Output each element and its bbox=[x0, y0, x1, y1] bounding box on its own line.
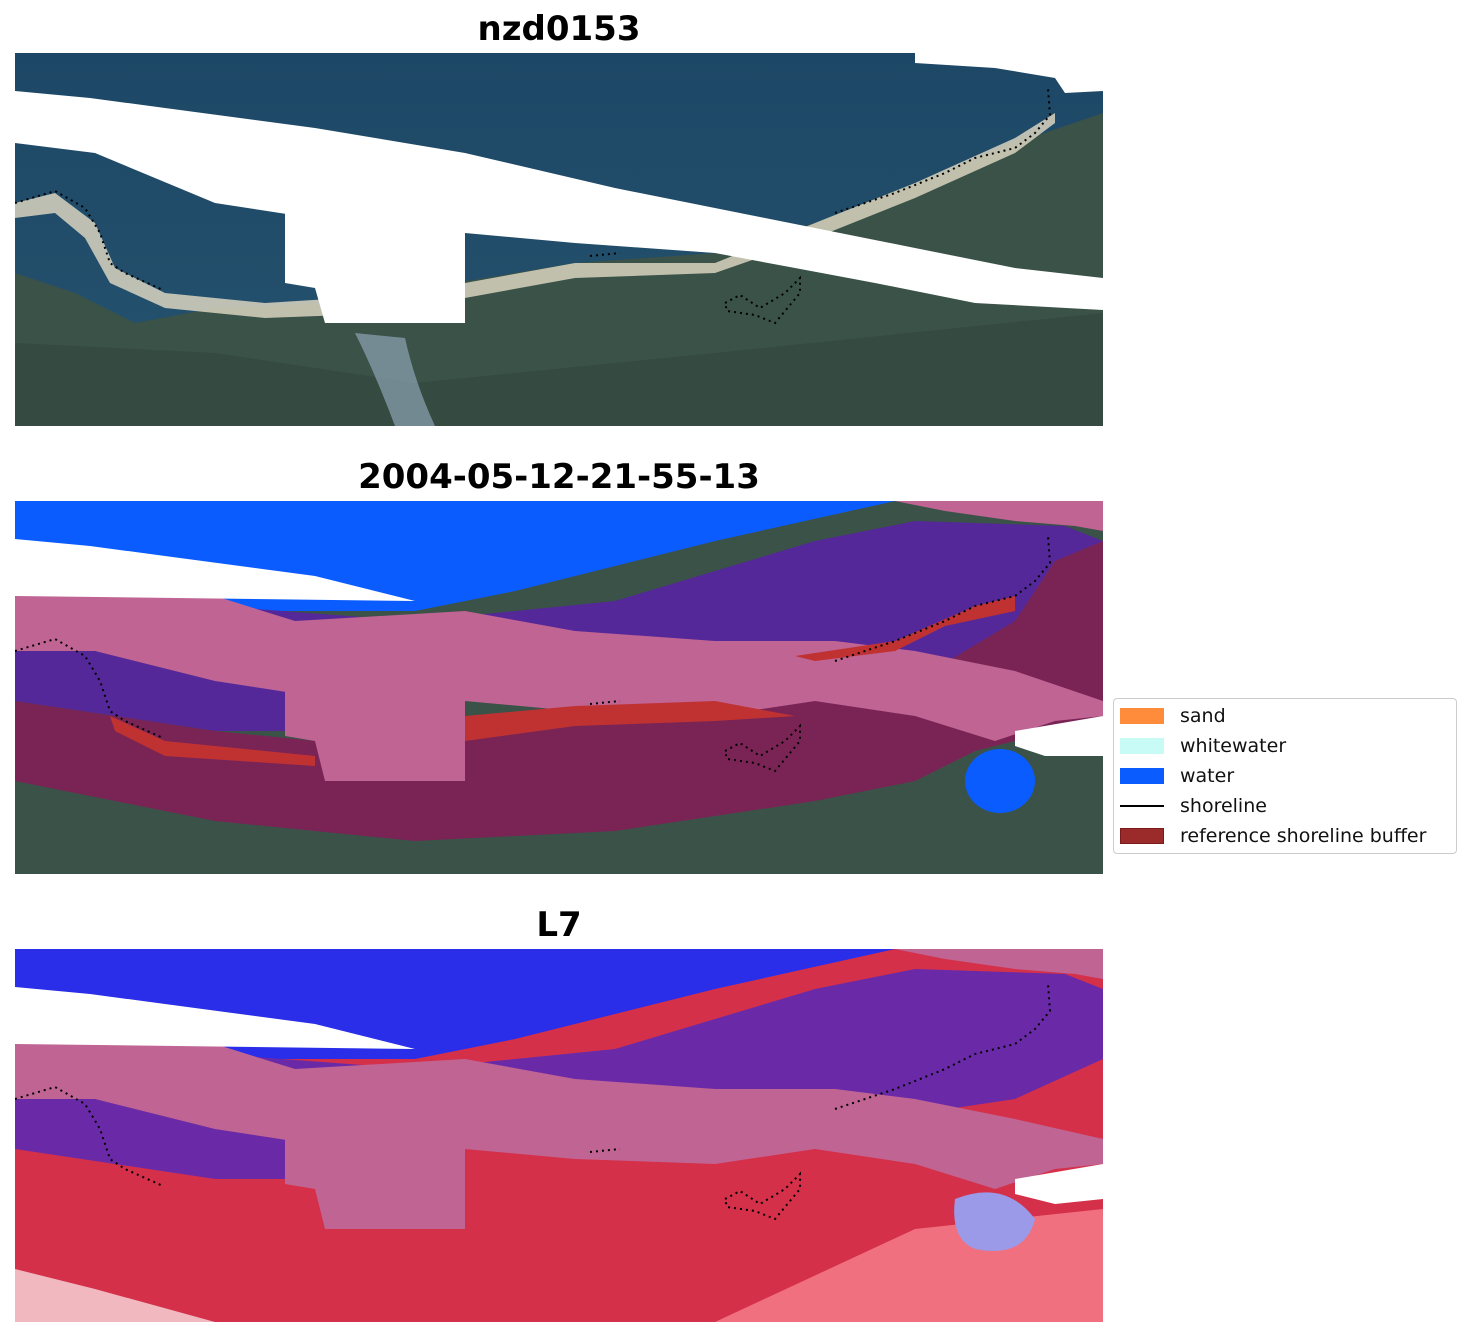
rgb-image-panel bbox=[15, 53, 1103, 426]
panel-title-classification: 2004-05-12-21-55-13 bbox=[358, 457, 760, 497]
legend-item-whitewater: whitewater bbox=[1120, 735, 1286, 757]
classification-panel bbox=[15, 501, 1103, 874]
water-swatch bbox=[1120, 768, 1164, 784]
legend-label-whitewater: whitewater bbox=[1180, 735, 1287, 757]
classification-image bbox=[15, 501, 1103, 874]
legend-item-sand: sand bbox=[1120, 705, 1226, 727]
shoreline-line-swatch bbox=[1120, 805, 1164, 807]
legend-item-shoreline: shoreline bbox=[1120, 795, 1267, 817]
panel-title-index: L7 bbox=[536, 905, 582, 945]
legend-label-reference-shoreline-buffer: reference shoreline buffer bbox=[1180, 825, 1427, 847]
sand-swatch bbox=[1120, 708, 1164, 724]
whitewater-swatch bbox=[1120, 738, 1164, 754]
legend-item-water: water bbox=[1120, 765, 1234, 787]
legend-label-sand: sand bbox=[1180, 705, 1226, 727]
legend-label-water: water bbox=[1180, 765, 1235, 787]
buffer-swatch bbox=[1120, 828, 1164, 844]
legend-item-reference-shoreline-buffer: reference shoreline buffer bbox=[1120, 825, 1426, 847]
index-image bbox=[15, 949, 1103, 1322]
index-panel bbox=[15, 949, 1103, 1322]
rgb-image bbox=[15, 53, 1103, 426]
legend-label-shoreline: shoreline bbox=[1180, 795, 1267, 817]
panel-title-rgb: nzd0153 bbox=[477, 9, 641, 49]
legend: sand whitewater water shoreline referenc… bbox=[1113, 698, 1457, 854]
